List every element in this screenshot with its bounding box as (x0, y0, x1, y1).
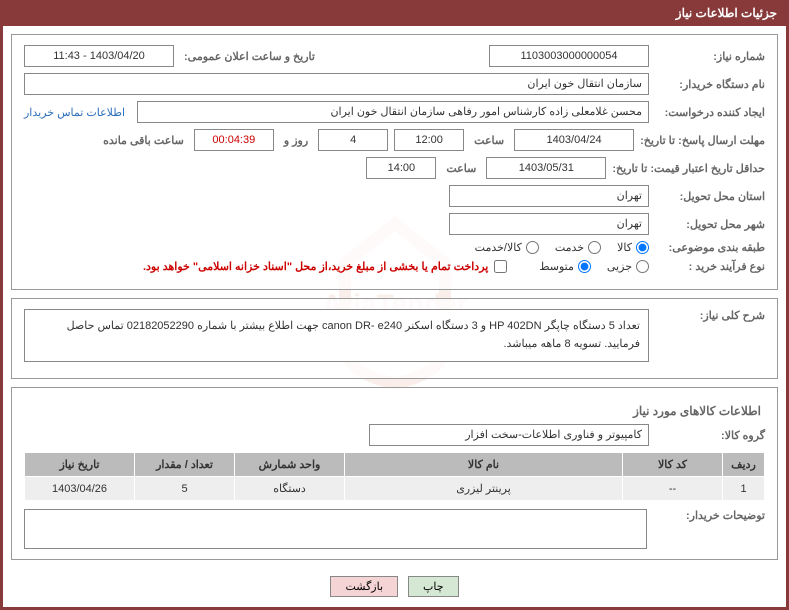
contact-buyer-link[interactable]: اطلاعات تماس خریدار (24, 106, 131, 119)
validity-time-field: 14:00 (366, 157, 436, 179)
button-row: چاپ بازگشت (11, 568, 778, 599)
request-number-field: 1103003000000054 (489, 45, 649, 67)
th-row: ردیف (723, 453, 765, 477)
treasury-checkbox[interactable] (494, 260, 507, 273)
cell-qty: 5 (135, 477, 235, 501)
delivery-province-field: تهران (449, 185, 649, 207)
th-unit: واحد شمارش (235, 453, 345, 477)
radio-medium[interactable]: متوسط (539, 260, 591, 273)
th-code: کد کالا (623, 453, 723, 477)
summary-section: شرح کلی نیاز: تعداد 5 دستگاه چاپگر HP 40… (11, 298, 778, 379)
summary-label: شرح کلی نیاز: (655, 309, 765, 322)
buyer-org-label: نام دستگاه خریدار: (655, 78, 765, 91)
buyer-notes-box (24, 509, 647, 549)
radio-goods-service[interactable]: کالا/خدمت (475, 241, 539, 254)
radio-goods[interactable]: کالا (617, 241, 649, 254)
buyer-notes-label: توضیحات خریدار: (655, 509, 765, 522)
radio-goods-input[interactable] (636, 241, 649, 254)
requester-label: ایجاد کننده درخواست: (655, 106, 765, 119)
deadline-label: مهلت ارسال پاسخ: تا تاریخ: (640, 134, 765, 147)
deadline-date-field: 1403/04/24 (514, 129, 634, 151)
back-button[interactable]: بازگشت (330, 576, 398, 597)
page-title-bar: جزئیات اطلاعات نیاز (0, 0, 789, 26)
remaining-label: ساعت باقی مانده (99, 134, 188, 147)
deadline-time-field: 12:00 (394, 129, 464, 151)
table-row: 1 -- پرینتر لیزری دستگاه 5 1403/04/26 (25, 477, 765, 501)
print-button[interactable]: چاپ (408, 576, 459, 597)
cell-code: -- (623, 477, 723, 501)
days-and-label: روز و (280, 134, 312, 147)
cell-row: 1 (723, 477, 765, 501)
deadline-time-label: ساعت (470, 134, 508, 147)
buyer-org-field: سازمان انتقال خون ایران (24, 73, 649, 95)
radio-minor[interactable]: جزیی (607, 260, 649, 273)
page-title: جزئیات اطلاعات نیاز (676, 6, 777, 20)
requester-field: محسن غلامعلی زاده کارشناس امور رفاهی ساز… (137, 101, 649, 123)
delivery-city-label: شهر محل تحویل: (655, 218, 765, 231)
th-date: تاریخ نیاز (25, 453, 135, 477)
cell-date: 1403/04/26 (25, 477, 135, 501)
validity-date-field: 1403/05/31 (486, 157, 606, 179)
cell-name: پرینتر لیزری (345, 477, 623, 501)
delivery-city-field: تهران (449, 213, 649, 235)
radio-service[interactable]: خدمت (555, 241, 601, 254)
announce-date-field: 1403/04/20 - 11:43 (24, 45, 174, 67)
cell-unit: دستگاه (235, 477, 345, 501)
purchase-type-radio-group: جزیی متوسط (539, 260, 649, 273)
validity-time-label: ساعت (442, 162, 480, 175)
goods-group-field: کامپیوتر و فناوری اطلاعات-سخت افزار (369, 424, 649, 446)
category-radio-group: کالا خدمت کالا/خدمت (475, 241, 649, 254)
radio-medium-input[interactable] (578, 260, 591, 273)
goods-section: اطلاعات کالاهای مورد نیاز گروه کالا: کام… (11, 387, 778, 560)
details-section: شماره نیاز: 1103003000000054 تاریخ و ساع… (11, 34, 778, 290)
goods-group-label: گروه کالا: (655, 429, 765, 442)
radio-minor-input[interactable] (636, 260, 649, 273)
radio-goods-service-input[interactable] (526, 241, 539, 254)
delivery-province-label: استان محل تحویل: (655, 190, 765, 203)
summary-text: تعداد 5 دستگاه چاپگر HP 402DN و 3 دستگاه… (24, 309, 649, 362)
countdown-field: 00:04:39 (194, 129, 274, 151)
announce-date-label: تاریخ و ساعت اعلان عمومی: (180, 50, 319, 63)
goods-info-title: اطلاعات کالاهای مورد نیاز (24, 398, 765, 424)
days-remaining-field: 4 (318, 129, 388, 151)
radio-service-input[interactable] (588, 241, 601, 254)
request-number-label: شماره نیاز: (655, 50, 765, 63)
validity-label: حداقل تاریخ اعتبار قیمت: تا تاریخ: (612, 162, 765, 175)
th-name: نام کالا (345, 453, 623, 477)
payment-note: پرداخت تمام یا بخشی از مبلغ خرید،از محل … (143, 260, 488, 273)
category-label: طبقه بندی موضوعی: (655, 241, 765, 254)
goods-table: ردیف کد کالا نام کالا واحد شمارش تعداد /… (24, 452, 765, 501)
th-qty: تعداد / مقدار (135, 453, 235, 477)
purchase-type-label: نوع فرآیند خرید : (655, 260, 765, 273)
